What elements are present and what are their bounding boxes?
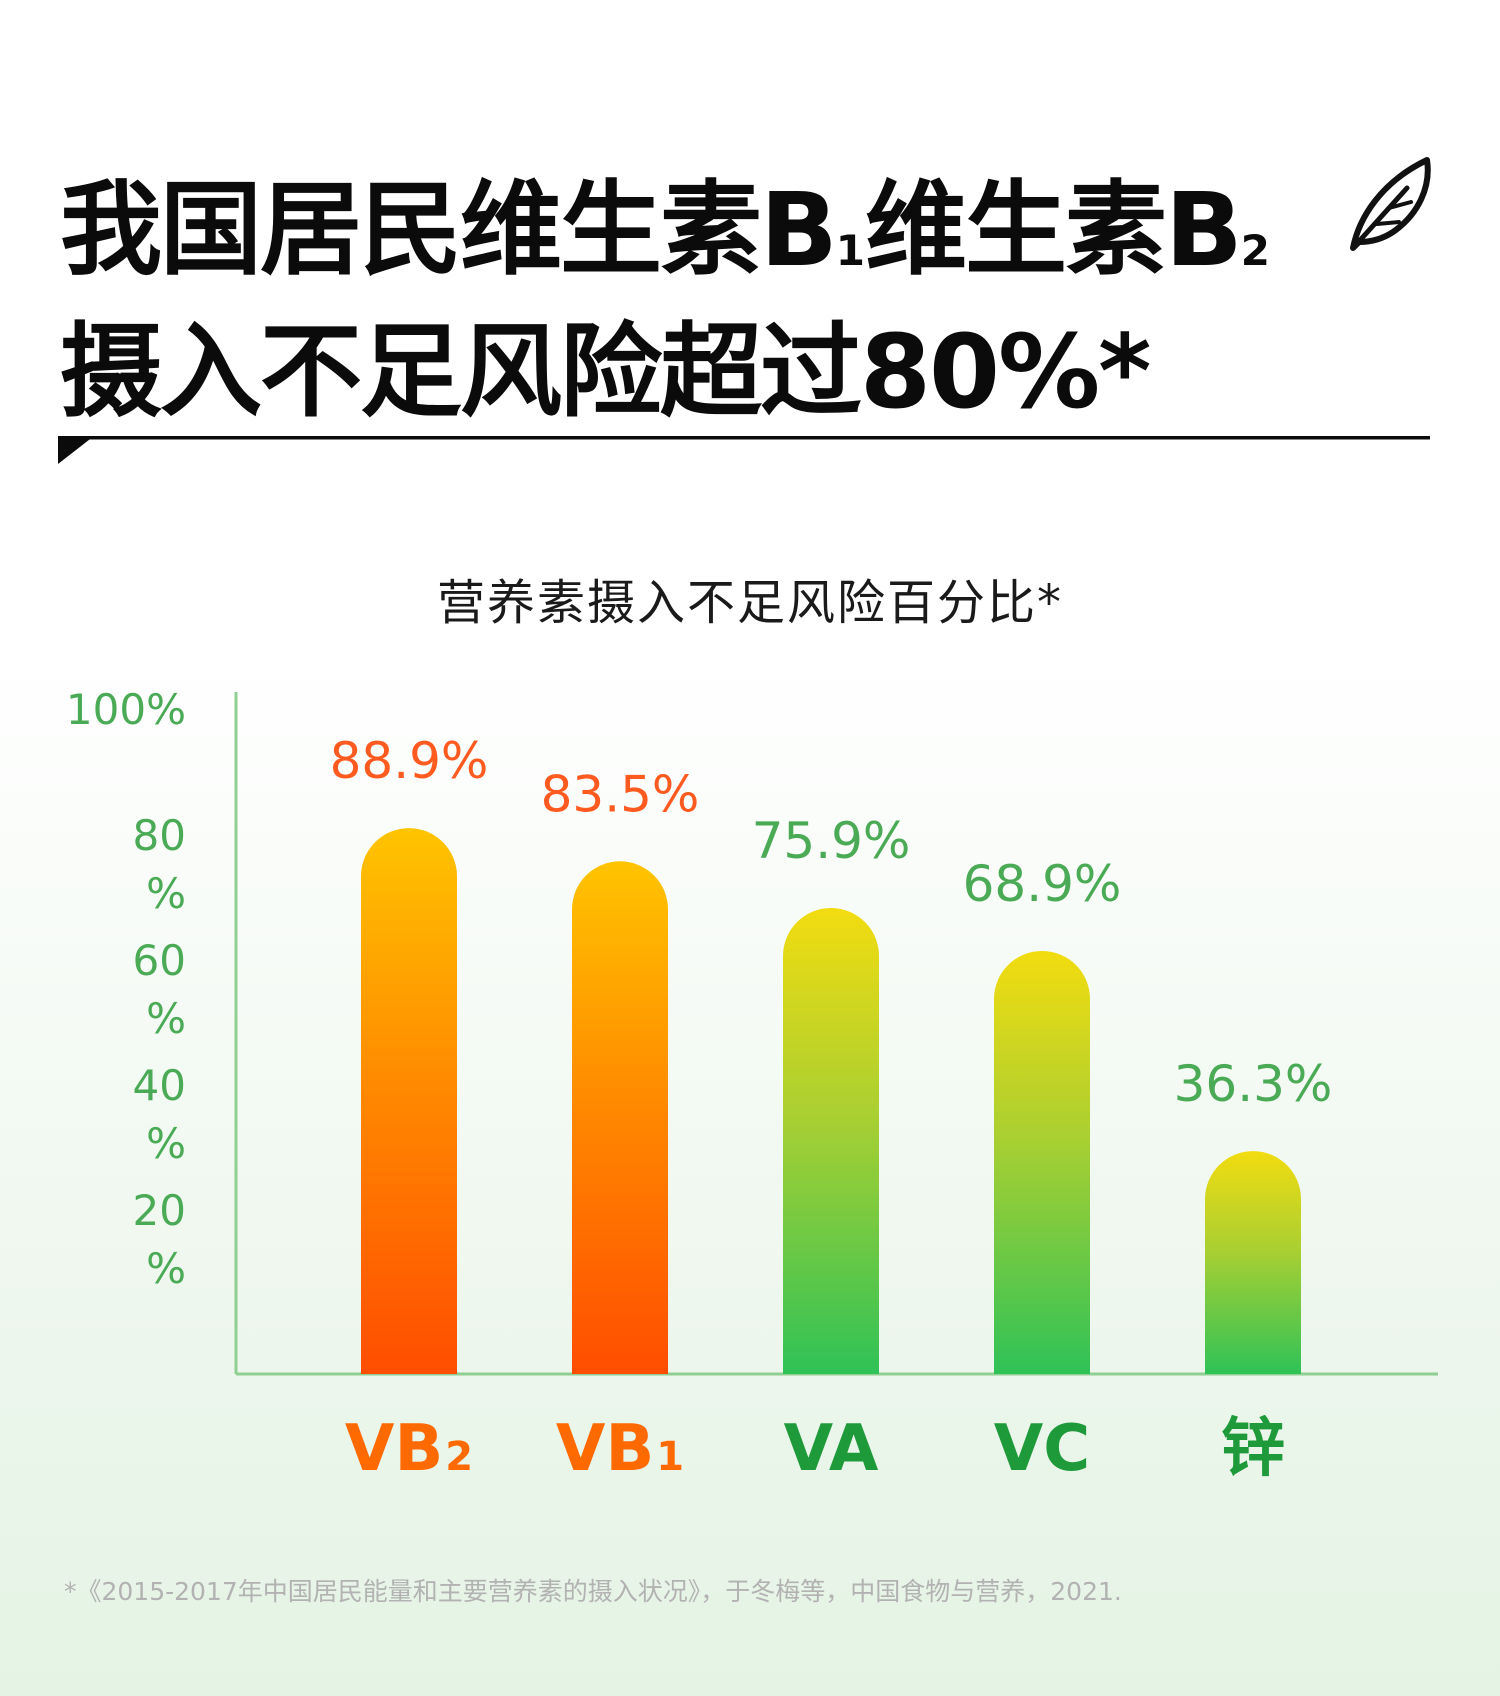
feather-icon <box>1350 157 1431 251</box>
bar-4 <box>1205 1151 1301 1374</box>
category-label: VB2 <box>345 1412 473 1486</box>
title-text-a: 我国居民维生素B <box>60 171 838 290</box>
y-tick-label: 80 <box>133 811 186 860</box>
title-text-b: 维生素B <box>864 171 1243 290</box>
y-tick-label: 60 <box>133 936 186 985</box>
y-tick-label: % <box>146 869 186 918</box>
source-footnote: *《2015-2017年中国居民能量和主要营养素的摄入状况》，于冬梅等，中国食物… <box>64 1577 1122 1606</box>
data-label: 88.9% <box>330 732 489 790</box>
category-label: VC <box>994 1412 1091 1486</box>
data-label: 68.9% <box>963 855 1122 913</box>
category-label: 锌 <box>1221 1412 1285 1486</box>
chart-title: 营养素摄入不足风险百分比* <box>436 575 1063 631</box>
bar-chart: 100% 80% 60% 40% 20% 88.9% VB2 83.5% VB1 75.9% VA 6… <box>66 685 1438 1486</box>
bar-2 <box>783 907 879 1374</box>
title-divider <box>58 436 1430 464</box>
title-subscript-2: 2 <box>1240 226 1270 275</box>
title-subscript-1: 1 <box>835 226 865 275</box>
category-label: VA <box>784 1412 879 1486</box>
y-tick-label: 100% <box>66 685 186 734</box>
bar-0 <box>361 828 457 1374</box>
bar-3 <box>994 950 1090 1374</box>
title-line-1: 我国居民维生素B1维生素B2 <box>60 170 1270 312</box>
data-label: 75.9% <box>752 812 911 870</box>
data-label: 83.5% <box>541 765 700 823</box>
bar-1 <box>572 861 668 1374</box>
page-title: 我国居民维生素B1维生素B2 摄入不足风险超过80%* <box>60 170 1270 434</box>
y-tick-label: % <box>146 1244 186 1293</box>
category-label: VB1 <box>556 1412 684 1486</box>
title-line-2: 摄入不足风险超过80%* <box>60 313 1151 432</box>
y-tick-label: 40 <box>133 1061 186 1110</box>
y-tick-label: % <box>146 994 186 1043</box>
y-tick-label: 20 <box>133 1186 186 1235</box>
y-tick-label: % <box>146 1119 186 1168</box>
data-label: 36.3% <box>1174 1055 1333 1113</box>
